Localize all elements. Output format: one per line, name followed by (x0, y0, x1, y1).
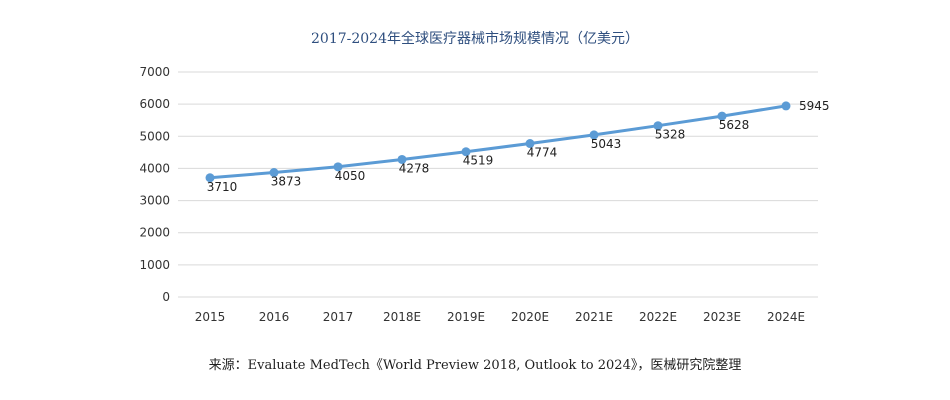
x-tick-label: 2016 (259, 310, 290, 324)
data-point (525, 139, 535, 149)
x-axis-ticks: 2015 2016 2017 2018E 2019E 2020E 2021E 2022E 202… (195, 310, 805, 324)
data-label: 4774 (527, 146, 558, 160)
data-point (717, 111, 727, 121)
data-label: 4519 (463, 154, 494, 168)
data-label: 5945 (799, 99, 830, 113)
x-tick-label: 2017 (323, 310, 354, 324)
data-label: 3873 (271, 175, 302, 189)
y-tick-label: 7000 (139, 65, 170, 79)
chart-title: 2017-2024年全球医疗器械市场规模情况（亿美元） (311, 31, 639, 47)
x-tick-label: 2021E (575, 310, 613, 324)
source-note: 来源：Evaluate MedTech《World Preview 2018, … (208, 358, 742, 373)
y-tick-label: 5000 (139, 129, 170, 143)
data-label: 5628 (719, 118, 750, 132)
data-label: 5043 (591, 137, 622, 151)
data-point (461, 147, 471, 157)
data-label: 4050 (335, 169, 366, 183)
series-layer (205, 101, 791, 183)
y-axis-ticks: 0 1000 2000 3000 4000 5000 6000 7000 (139, 65, 170, 304)
data-labels: 3710 3873 4050 4278 4519 4774 5043 5328 5628 5945 (207, 99, 830, 194)
y-tick-label: 4000 (139, 161, 170, 175)
x-tick-label: 2024E (767, 310, 805, 324)
gridlines (178, 71, 818, 298)
x-tick-label: 2020E (511, 310, 549, 324)
x-tick-label: 2018E (383, 310, 421, 324)
x-tick-label: 2019E (447, 310, 485, 324)
data-point (397, 154, 407, 164)
x-tick-label: 2022E (639, 310, 677, 324)
y-tick-label: 2000 (139, 226, 170, 240)
y-tick-label: 3000 (139, 194, 170, 208)
data-point (589, 130, 599, 140)
data-label: 3710 (207, 180, 238, 194)
data-point (653, 121, 663, 131)
data-point (269, 168, 279, 178)
x-tick-label: 2023E (703, 310, 741, 324)
data-label: 5328 (655, 128, 686, 142)
data-label: 4278 (399, 161, 430, 175)
data-point (333, 162, 343, 172)
y-tick-label: 6000 (139, 97, 170, 111)
data-point (781, 101, 791, 111)
y-tick-label: 1000 (139, 258, 170, 272)
data-point (205, 173, 215, 183)
y-tick-label: 0 (162, 290, 170, 304)
series-line (208, 104, 788, 180)
x-tick-label: 2015 (195, 310, 226, 324)
